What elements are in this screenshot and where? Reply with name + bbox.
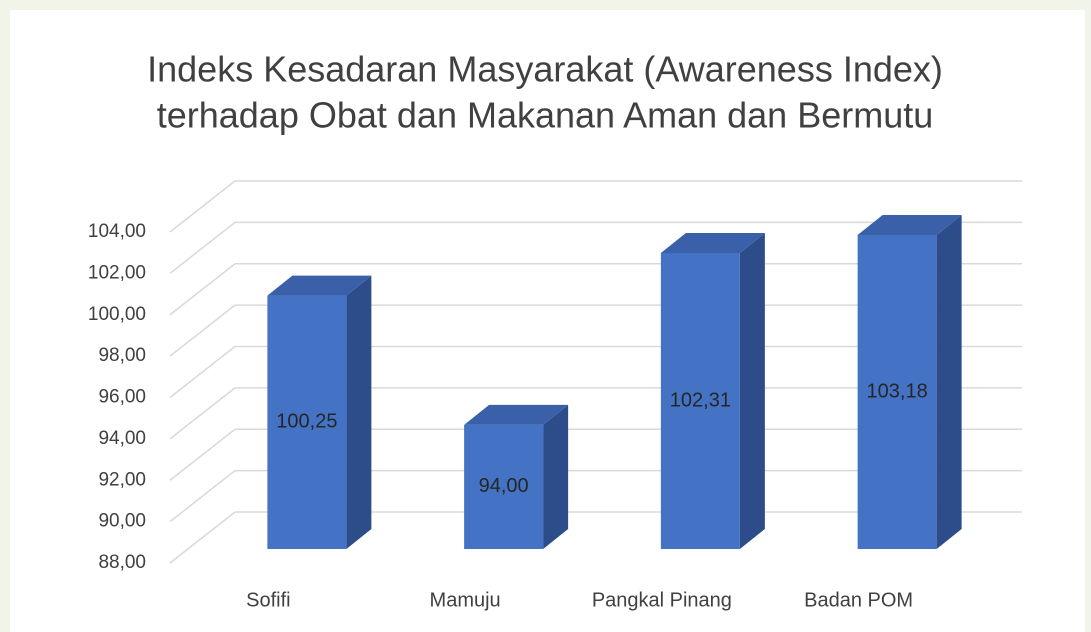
y-tick-label: 104,00 [88,221,146,242]
value-label: 100,25 [276,411,337,433]
chart-title: terhadap Obat dan Makanan Aman dan Bermu… [157,95,934,136]
bar-top [857,214,962,235]
bar-side [739,232,765,550]
y-tick-label: 96,00 [98,387,146,408]
y-tick-label: 100,00 [88,304,146,325]
bar-side [543,404,569,549]
grid-line [169,345,236,399]
grid-line [169,387,236,440]
y-tick-label: 88,00 [98,552,146,573]
grid-line [169,304,236,357]
grid-line [169,428,236,481]
bar-top [464,404,569,425]
value-label: 94,00 [479,475,529,497]
grid-line [169,180,236,233]
grid-line [169,511,236,564]
x-tick-label: Sofifi [246,589,290,611]
y-tick-label: 102,00 [88,262,146,283]
y-tick-label: 94,00 [98,428,146,449]
value-label: 102,31 [670,389,731,411]
x-tick-label: Pangkal Pinang [592,589,732,611]
grid-line [169,470,236,523]
value-label: 103,18 [867,380,928,402]
chart-title: Indeks Kesadaran Masyarakat (Awareness I… [147,49,943,90]
bar [660,252,740,550]
y-tick-label: 98,00 [98,345,146,366]
x-tick-label: Mamuju [430,589,501,611]
bar [857,234,937,549]
bar-side [936,214,962,549]
bar-top [267,275,372,296]
bar [267,295,347,549]
grid-line [169,221,236,274]
grid-line [169,263,236,316]
bar [464,424,544,549]
bar-side [346,275,372,549]
x-tick-label: Badan POM [804,589,913,611]
y-tick-label: 92,00 [98,469,146,490]
bar-top [660,232,765,253]
y-tick-label: 90,00 [98,511,146,532]
